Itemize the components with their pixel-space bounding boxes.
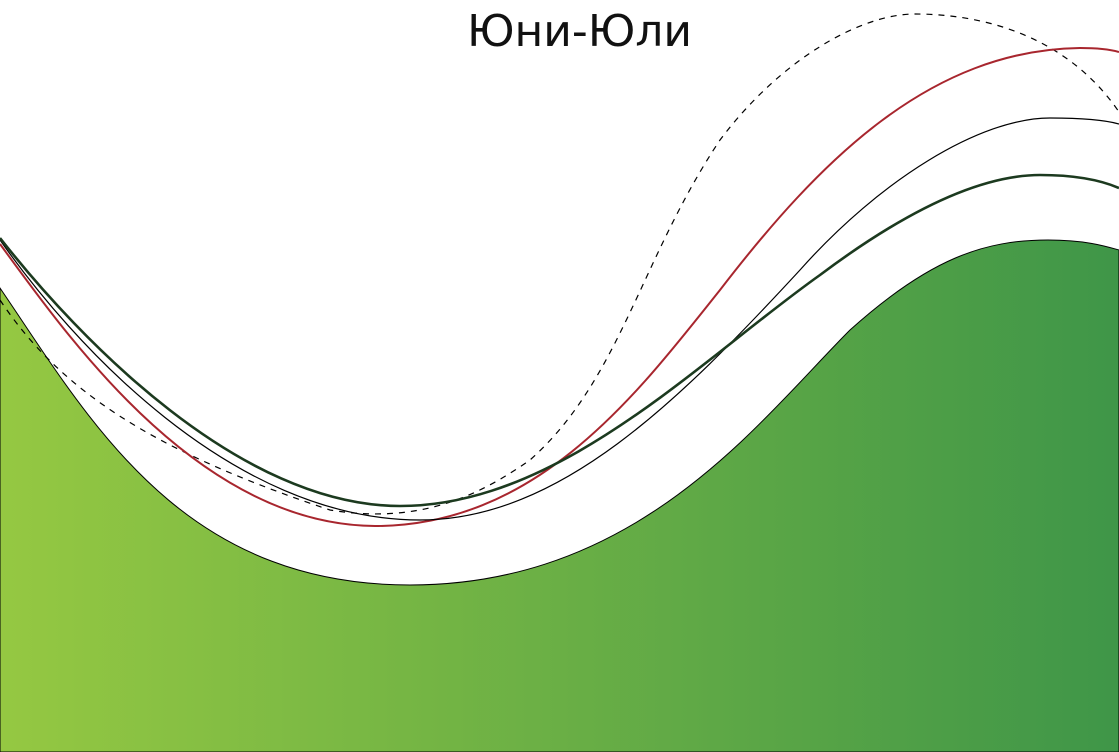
dark-green-curve [0,173,1119,508]
page-title: Юни-Юли [467,6,692,57]
red-curve [0,46,1119,528]
black-curve [0,117,1119,521]
green-wave-fill [0,239,1119,752]
